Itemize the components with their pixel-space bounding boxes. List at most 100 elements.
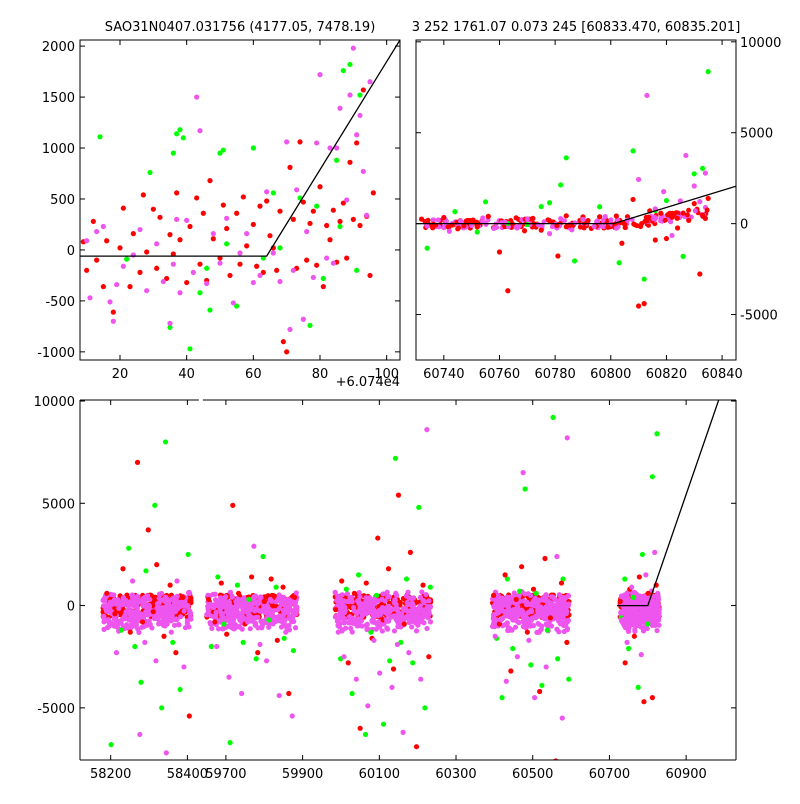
- data-point-pink: [108, 591, 114, 598]
- data-point: [330, 260, 336, 266]
- data-point: [87, 295, 93, 301]
- data-point-pink: [339, 627, 345, 633]
- data-point: [651, 216, 657, 222]
- data-point-pink: [103, 606, 109, 612]
- data-point: [232, 625, 238, 631]
- data-point: [554, 553, 560, 560]
- data-point: [337, 223, 343, 230]
- data-point: [347, 617, 353, 623]
- data-point-pink: [543, 596, 549, 602]
- data-point: [626, 645, 632, 652]
- data-point-pink: [278, 624, 285, 630]
- x-tick-label: 80: [312, 367, 329, 382]
- data-point: [669, 214, 675, 220]
- data-point: [184, 279, 190, 286]
- data-point-pink: [259, 624, 265, 630]
- data-point: [197, 261, 203, 267]
- data-point: [339, 578, 345, 584]
- panel-top-right: 60740 60760 60780 60800 60820 60840 -5000 0 5000…: [415, 36, 781, 382]
- data-point-pink: [554, 615, 560, 621]
- data-point: [684, 212, 690, 218]
- data-point: [224, 241, 230, 247]
- data-point: [509, 627, 515, 633]
- data-point: [310, 208, 316, 214]
- data-point-pink: [522, 591, 528, 597]
- data-point: [580, 216, 586, 223]
- data-point: [314, 203, 320, 209]
- data-point-pink: [181, 608, 187, 614]
- data-point: [422, 705, 428, 711]
- data-point: [152, 502, 158, 508]
- data-point: [250, 145, 256, 151]
- data-point: [655, 590, 661, 596]
- data-point-pink: [186, 624, 192, 630]
- x-tick-label: 60500: [512, 767, 553, 782]
- data-point: [691, 171, 697, 177]
- data-point: [491, 225, 497, 231]
- data-point: [622, 225, 628, 231]
- data-point: [514, 654, 520, 660]
- data-point: [461, 223, 467, 229]
- data-point-pink: [291, 610, 297, 616]
- data-point: [106, 623, 112, 629]
- data-point: [122, 613, 128, 619]
- data-point: [480, 215, 486, 221]
- y-tick-label: 1500: [42, 91, 75, 106]
- data-point-pink: [369, 617, 375, 624]
- data-point: [367, 272, 373, 279]
- data-point: [208, 643, 214, 650]
- data-point-pink: [276, 592, 282, 598]
- data-point: [239, 690, 245, 697]
- y-tick-label: 0: [740, 218, 748, 233]
- data-point-pink: [377, 607, 383, 613]
- data-point: [354, 140, 360, 146]
- data-point: [224, 215, 230, 221]
- data-point: [170, 639, 176, 645]
- data-point: [644, 92, 650, 99]
- data-point: [204, 265, 210, 271]
- data-point: [629, 584, 635, 590]
- data-point: [524, 216, 530, 222]
- data-point: [354, 132, 360, 138]
- data-point-pink: [334, 593, 341, 599]
- data-point: [543, 664, 549, 670]
- data-point-pink: [255, 625, 261, 631]
- y-tick-label: 5000: [42, 497, 75, 512]
- data-point: [291, 594, 298, 600]
- data-point-pink: [344, 591, 351, 597]
- data-point: [215, 574, 221, 580]
- data-point: [184, 217, 190, 223]
- data-point-pink: [530, 600, 536, 606]
- data-point: [498, 617, 504, 623]
- data-point: [170, 251, 176, 257]
- data-point: [624, 639, 630, 645]
- data-point: [255, 650, 261, 656]
- data-point: [144, 288, 150, 294]
- data-point: [314, 262, 320, 268]
- data-point-pink: [654, 627, 660, 634]
- data-point-pink: [149, 625, 155, 631]
- data-point: [406, 650, 412, 656]
- data-point: [187, 346, 193, 352]
- data-point: [217, 260, 223, 266]
- data-point-pink: [379, 628, 385, 634]
- data-point-pink: [563, 595, 569, 601]
- data-point: [137, 226, 143, 233]
- data-point: [340, 200, 346, 206]
- data-point: [645, 590, 651, 596]
- data-point: [401, 621, 407, 627]
- data-point: [521, 228, 528, 234]
- data-point: [187, 223, 193, 230]
- data-point: [130, 231, 136, 237]
- data-point-pink: [178, 614, 184, 620]
- data-point-pink: [424, 614, 431, 620]
- data-point: [260, 255, 266, 261]
- data-point-pink: [631, 620, 637, 626]
- data-point: [558, 580, 565, 586]
- data-point-pink: [412, 606, 418, 612]
- data-point-pink: [490, 616, 497, 622]
- data-point: [692, 208, 698, 214]
- data-point: [289, 713, 295, 719]
- data-point-pink: [536, 629, 542, 635]
- data-point-pink: [227, 589, 234, 595]
